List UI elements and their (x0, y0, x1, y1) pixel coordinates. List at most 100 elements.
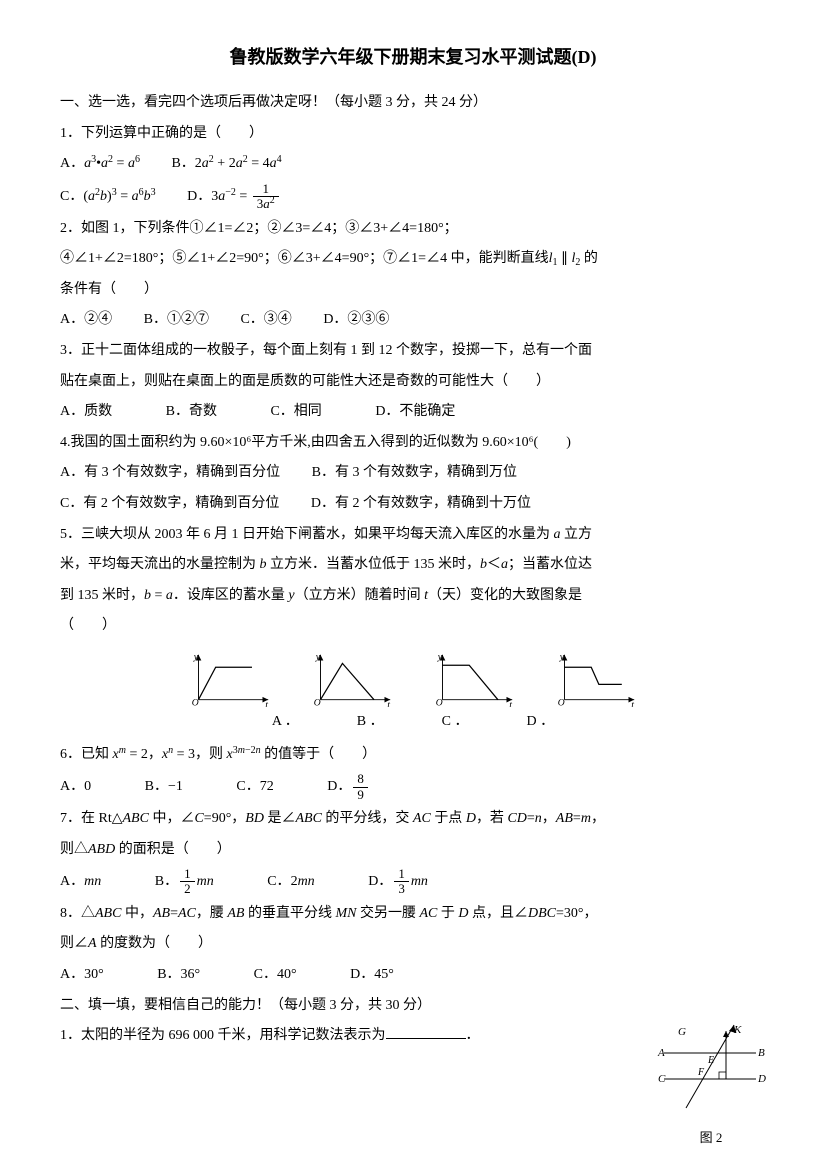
chart-b: O y t (309, 650, 395, 707)
q5-s2c: ；当蓄水位达 (508, 557, 592, 572)
svg-text:O: O (192, 697, 199, 707)
q5-s2a: 米，平均每天流出的水量控制为 (60, 557, 260, 572)
svg-text:t: t (387, 699, 390, 707)
q3-stem1: 3．正十二面体组成的一枚骰子，每个面上刻有 1 到 12 个数字，投掷一下，总有… (60, 338, 766, 365)
q8-options: A．30° B．36° C．40° D．45° (60, 962, 766, 989)
q8-s1d: 的垂直平分线 (244, 906, 335, 921)
section1-heading: 一、选一选，看完四个选项后再做决定呀！（每小题 3 分，共 24 分） (60, 90, 766, 117)
q5-stem3: 到 135 米时，b = a．设库区的蓄水量 y（立方米）随着时间 t（天）变化… (60, 583, 766, 610)
q7-s1f: 于点 (431, 811, 466, 826)
q6-sa: 6．已知 (60, 747, 109, 762)
q1-D-pre: D． (187, 189, 211, 204)
q8-s1b: 中， (121, 906, 153, 921)
svg-text:t: t (509, 699, 512, 707)
svg-text:G: G (678, 1026, 686, 1038)
q2-B: B．①②⑦ (144, 307, 209, 334)
q6-sc: ，则 (195, 747, 223, 762)
svg-text:B: B (758, 1047, 765, 1059)
q4-D: D．有 2 个有效数字，精确到十万位 (311, 491, 531, 518)
q7-stem2: 则△ABD 的面积是（ ） (60, 837, 766, 864)
q2-A: A．②④ (60, 307, 112, 334)
q7-B-pre: B． (155, 874, 178, 889)
q7-s1i: ， (591, 811, 605, 826)
q4-C: C．有 2 个有效数字，精确到百分位 (60, 491, 279, 518)
figure-2: A B C D G K E F 图 2 (656, 1023, 766, 1150)
q7-s2b: 的面积是（ ） (115, 842, 231, 857)
q5-B: B ． (357, 709, 384, 736)
q8-B: B．36° (157, 962, 200, 989)
q6-C: C．72 (236, 774, 273, 801)
q6-options: A．0 B．−1 C．72 D．89 (60, 772, 766, 802)
q8-s1a: 8．△ (60, 906, 95, 921)
q5-s3b: ．设库区的蓄水量 (173, 588, 289, 603)
s2-q1-a: 1．太阳的半径为 696 000 千米，用科学记数法表示为 (60, 1028, 386, 1043)
q5-s2b: 立方米．当蓄水位低于 135 米时， (267, 557, 481, 572)
svg-text:t: t (265, 699, 268, 707)
q3-B: B．奇数 (166, 399, 217, 426)
q7-stem1: 7．在 Rt△ABC 中，∠C=90°，BD 是∠ABC 的平分线，交 AC 于… (60, 806, 766, 833)
q5-chart-labels: A ． B ． C ． D ． (60, 709, 766, 736)
q6-sb: ， (148, 747, 162, 762)
q3-stem2: 贴在桌面上，则贴在桌面上的面是质数的可能性大还是奇数的可能性大（ ） (60, 369, 766, 396)
q4-stem: 4.我国的国土面积约为 9.60×10⁶平方千米,由四舍五入得到的近似数为 9.… (60, 430, 766, 457)
q5-D: D ． (526, 709, 554, 736)
q7-s1b: 中，∠ (149, 811, 195, 826)
q7-s1d: 是∠ (264, 811, 296, 826)
q2-stem2: ④∠1+∠2=180°；⑤∠1+∠2=90°；⑥∠3+∠4=90°；⑦∠1=∠4… (60, 246, 766, 273)
q5-s1b: 立方 (561, 527, 593, 542)
q4-options-row2: C．有 2 个有效数字，精确到百分位 D．有 2 个有效数字，精确到十万位 (60, 491, 766, 518)
q2-stem2b: 的 (584, 251, 598, 266)
q8-s1f: 于 (437, 906, 458, 921)
svg-text:F: F (697, 1067, 705, 1078)
chart-c: O y t (431, 650, 517, 707)
svg-text:D: D (757, 1073, 766, 1085)
q4-A: A．有 3 个有效数字，精确到百分位 (60, 460, 280, 487)
q7-C-pre: C． (267, 874, 290, 889)
q5-stem2: 米，平均每天流出的水量控制为 b 立方米．当蓄水位低于 135 米时，b＜a；当… (60, 552, 766, 579)
q8-stem1: 8．△ABC 中，AB=AC，腰 AB 的垂直平分线 MN 交另一腰 AC 于 … (60, 901, 766, 928)
q7-s1h: ， (542, 811, 556, 826)
q2-C: C．③④ (240, 307, 291, 334)
q8-s1g: 点，且∠ (468, 906, 528, 921)
q5-s1a: 5．三峡大坝从 2003 年 6 月 1 日开始下闸蓄水，如果平均每天流入库区的… (60, 527, 554, 542)
q5-s3a: 到 135 米时， (60, 588, 144, 603)
q8-A: A．30° (60, 962, 104, 989)
svg-text:t: t (631, 699, 634, 707)
svg-text:y: y (315, 651, 321, 662)
q5-C: C ． (442, 709, 469, 736)
svg-text:y: y (193, 651, 199, 662)
q8-s2a: 则∠ (60, 936, 88, 951)
q1-options-row1: A．a3•a2 = a6 B．2a2 + 2a2 = 4a4 (60, 151, 766, 178)
q2-options: A．②④ B．①②⑦ C．③④ D．②③⑥ (60, 307, 766, 334)
q5-stem4: （ ） (60, 613, 766, 640)
q5-A: A ． (272, 709, 299, 736)
q1-options-row2: C．(a2b)3 = a6b3 D．3a−2 = 13a2 (60, 182, 766, 212)
q7-s1e: 的平分线，交 (322, 811, 413, 826)
q1-A-pre: A． (60, 156, 84, 171)
q2-stem3: 条件有（ ） (60, 277, 766, 304)
q1-stem: 1．下列运算中正确的是（ ） (60, 121, 766, 148)
q3-D: D．不能确定 (375, 399, 455, 426)
q8-C: C．40° (254, 962, 297, 989)
q6-D-pre: D． (327, 779, 351, 794)
q6-A: A．0 (60, 774, 91, 801)
q3-options: A．质数 B．奇数 C．相同 D．不能确定 (60, 399, 766, 426)
q1-C-pre: C． (60, 189, 83, 204)
q6-B: B．−1 (145, 774, 183, 801)
q6-sd: 的值等于（ ） (264, 747, 376, 762)
q8-s1h: =30°， (556, 906, 598, 921)
svg-text:C: C (658, 1073, 666, 1085)
q4-options-row1: A．有 3 个有效数字，精确到百分位 B．有 3 个有效数字，精确到万位 (60, 460, 766, 487)
section2-heading: 二、填一填，要相信自己的能力！（每小题 3 分，共 30 分） (60, 993, 766, 1020)
blank-1 (386, 1025, 466, 1039)
q1-B-pre: B． (171, 156, 194, 171)
q5-s3c: （立方米）随着时间 (295, 588, 425, 603)
q8-stem2: 则∠A 的度数为（ ） (60, 931, 766, 958)
q7-options: A．mn B．12mn C．2mn D．13mn (60, 867, 766, 897)
svg-text:E: E (707, 1055, 714, 1066)
figure-2-label: 图 2 (656, 1126, 766, 1151)
q8-s1c: ，腰 (196, 906, 228, 921)
q4-B: B．有 3 个有效数字，精确到万位 (312, 460, 517, 487)
svg-text:y: y (437, 651, 443, 662)
q7-D-pre: D． (368, 874, 392, 889)
